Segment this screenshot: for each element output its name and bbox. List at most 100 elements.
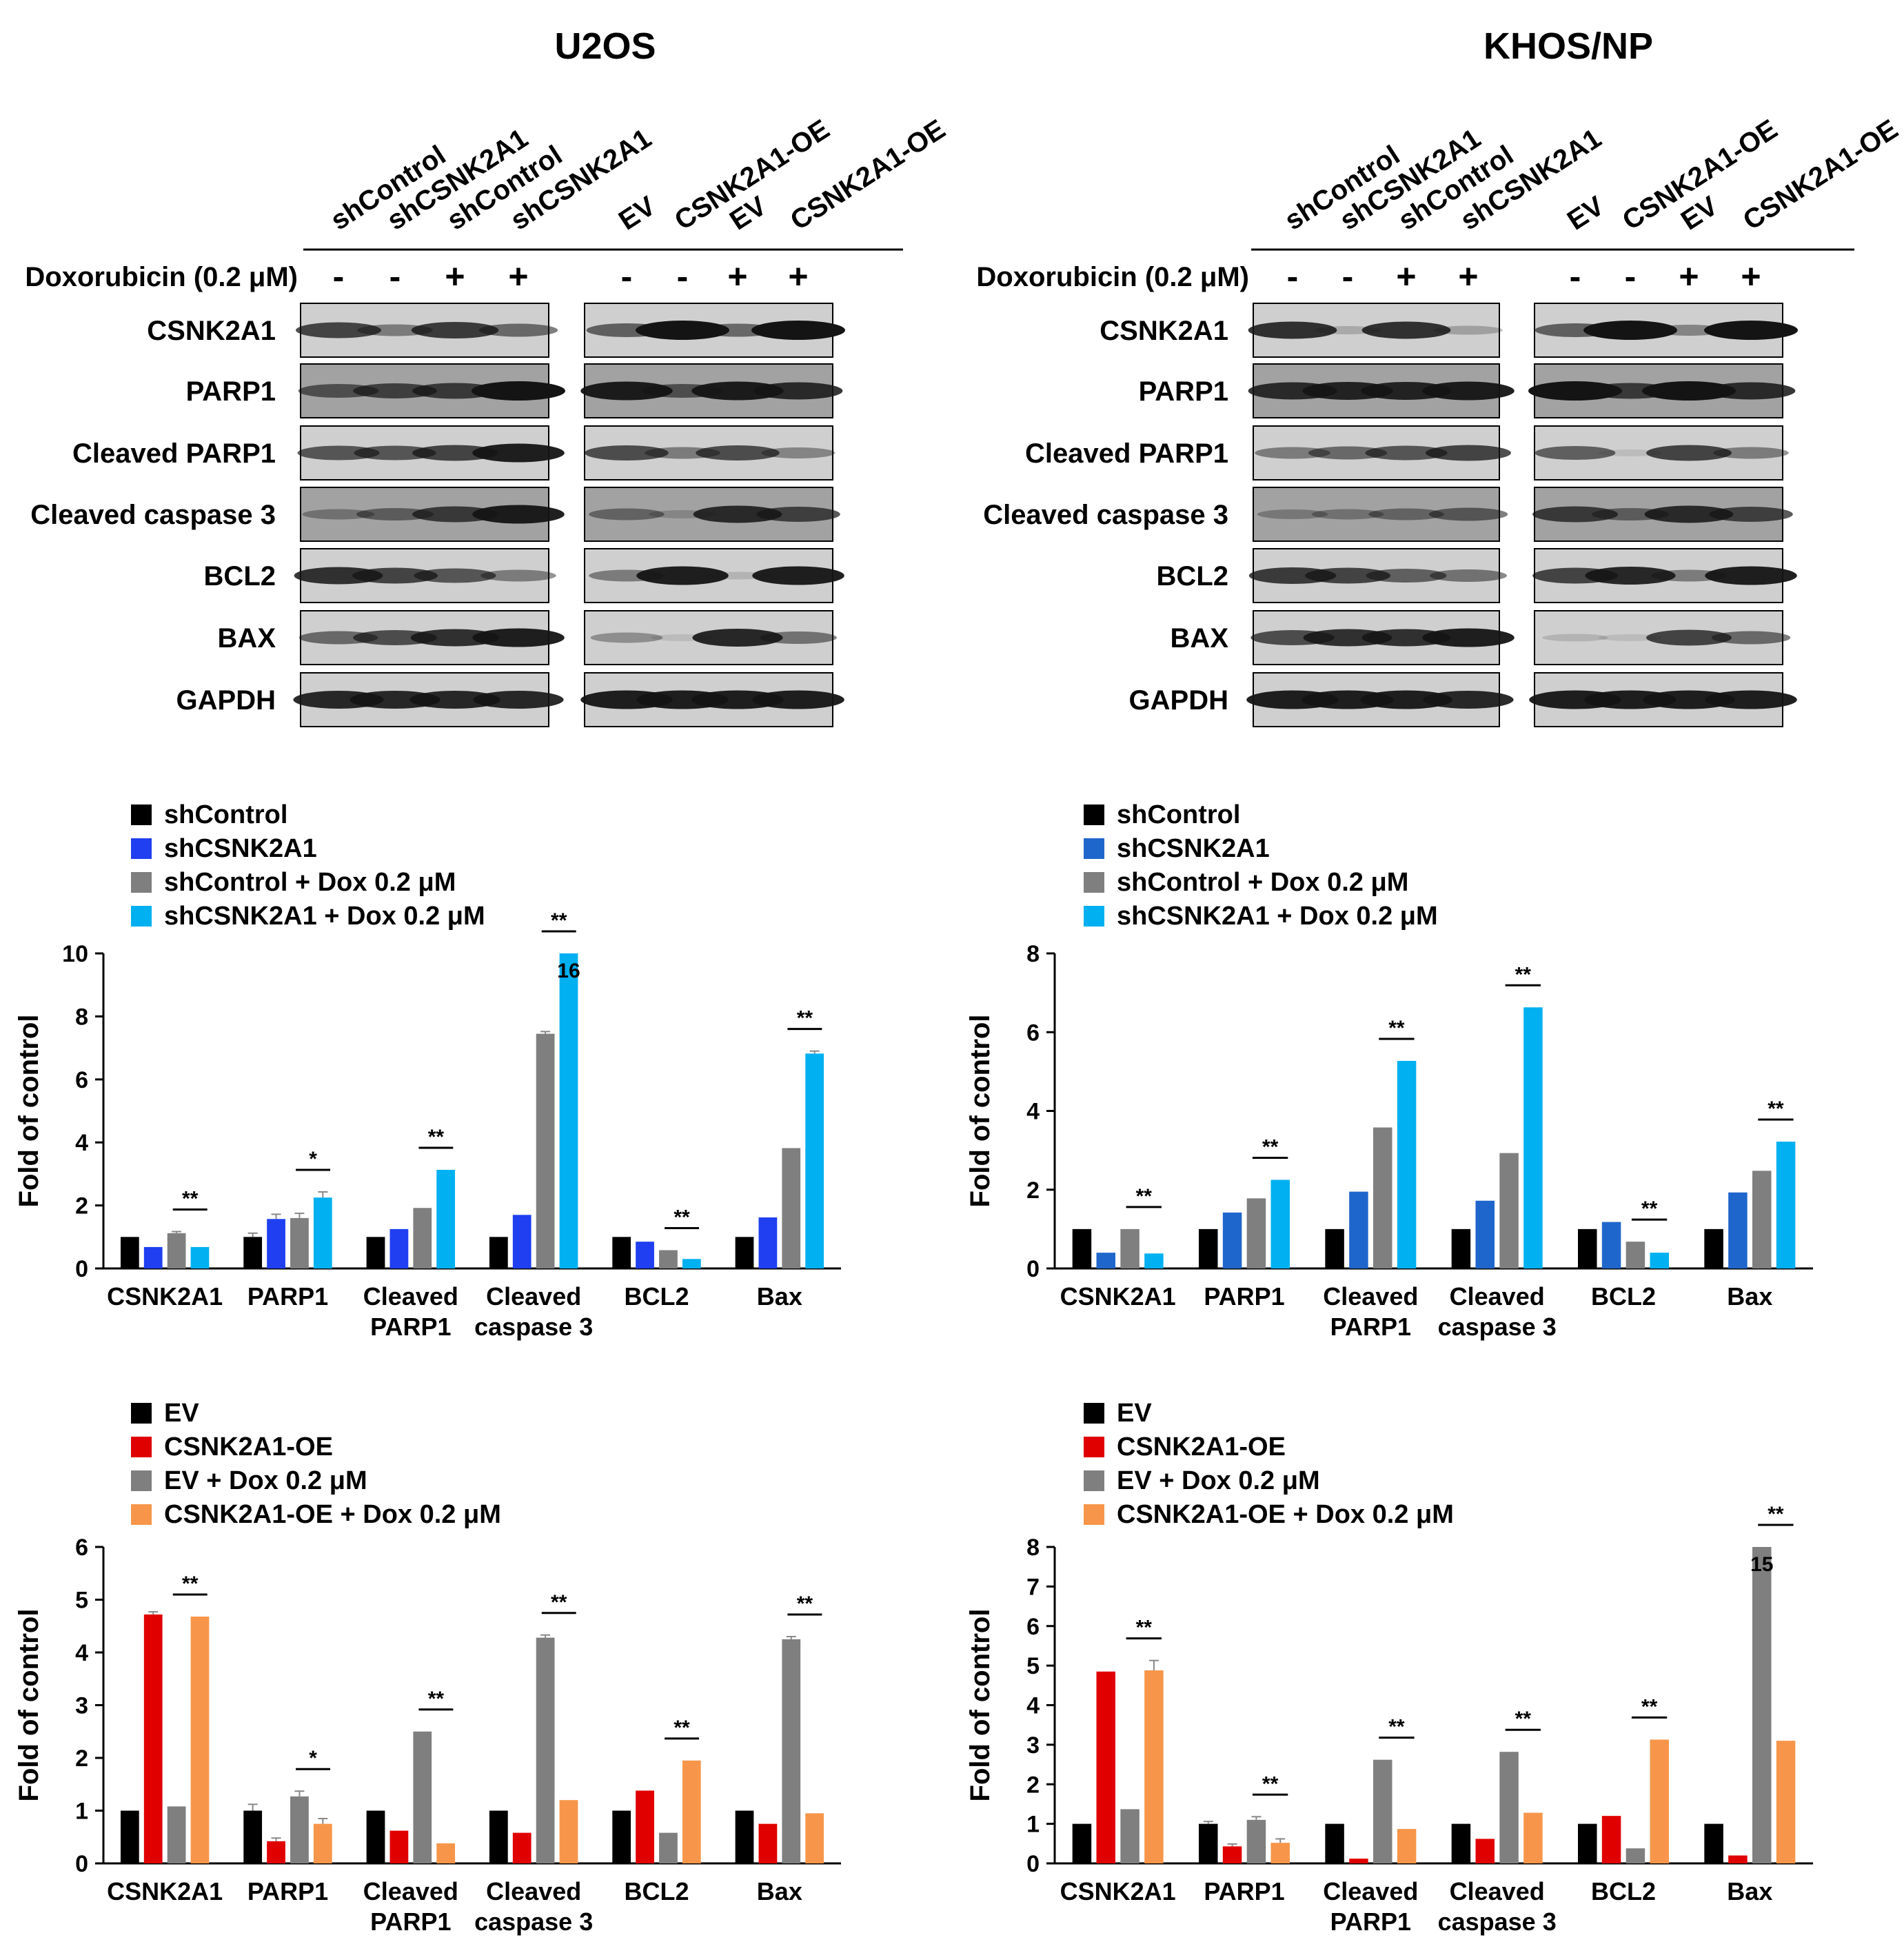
bar — [1246, 1819, 1266, 1863]
bar — [1199, 1823, 1218, 1863]
blot-band — [753, 382, 843, 400]
x-tick-label: CSNK2A1 — [107, 1282, 223, 1311]
significance-mark: ** — [1388, 1017, 1405, 1040]
blot-band — [1644, 505, 1734, 523]
bar — [290, 1796, 309, 1863]
x-tick-label: Bax — [757, 1282, 802, 1311]
blot-band — [1428, 507, 1508, 521]
legend-label: shControl + Dox 0.2 μM — [164, 868, 456, 897]
x-tick-label: BCL2 — [624, 1877, 689, 1905]
significance-mark: ** — [428, 1126, 445, 1148]
blot-band — [761, 447, 835, 458]
x-tick-label: PARP1 — [1204, 1282, 1284, 1311]
treatment-mark: + — [1396, 257, 1416, 296]
legend-label: shCSNK2A1 + Dox 0.2 μM — [1117, 902, 1438, 931]
blot-band — [411, 322, 499, 338]
blot-band — [1257, 509, 1328, 519]
bar — [1578, 1228, 1597, 1268]
bar — [682, 1259, 701, 1268]
blot-band — [636, 321, 729, 340]
y-tick-label: 1 — [1026, 1812, 1040, 1838]
bar — [1601, 1816, 1621, 1863]
bar — [1601, 1222, 1621, 1268]
treatment-mark: + — [445, 257, 465, 296]
y-tick-label: 3 — [1026, 1732, 1040, 1759]
blot-band — [297, 445, 380, 461]
bar — [1096, 1671, 1115, 1863]
blot-band — [1248, 321, 1337, 339]
lane-label: EV — [1562, 190, 1610, 236]
y-tick-label: 5 — [1026, 1653, 1040, 1679]
bar — [313, 1823, 332, 1863]
protein-label: PARP1 — [186, 376, 276, 407]
bar — [659, 1832, 678, 1863]
bar-annotation: 16 — [557, 960, 580, 982]
legend-label: shControl + Dox 0.2 μM — [1117, 868, 1408, 897]
treatment-label: Doxorubicin (0.2 μM) — [976, 262, 1249, 292]
bar — [1752, 1547, 1772, 1863]
blot-band — [1704, 321, 1798, 340]
blot-band — [1598, 449, 1663, 456]
y-tick-label: 6 — [75, 1067, 88, 1093]
y-tick-label: 3 — [75, 1693, 88, 1719]
y-tick-label: 10 — [62, 941, 88, 967]
bar — [1120, 1809, 1140, 1863]
y-tick-label: 6 — [75, 1535, 88, 1561]
y-tick-label: 2 — [1026, 1177, 1040, 1204]
bar — [413, 1208, 432, 1268]
bar — [1096, 1253, 1115, 1268]
bar — [1325, 1823, 1344, 1863]
blot-band — [1542, 634, 1608, 642]
legend-swatch — [131, 1403, 152, 1424]
x-tick-label: CSNK2A1 — [1060, 1877, 1176, 1905]
x-tick-label: PARP1 — [247, 1877, 328, 1905]
legend-label: shCSNK2A1 + Dox 0.2 μM — [164, 902, 485, 931]
bar — [805, 1053, 824, 1268]
blot-band — [585, 445, 669, 461]
bar-chart-3: EV CSNK2A1-OE EV + Dox 0.2 μM CSNK2A1-OE + … — [965, 1399, 1813, 1936]
y-tick-label: 5 — [75, 1588, 88, 1614]
bar — [1270, 1843, 1290, 1863]
blot-band — [1646, 629, 1732, 646]
protein-label: Cleaved caspase 3 — [983, 500, 1228, 530]
bar — [1072, 1228, 1092, 1268]
y-tick-label: 8 — [75, 1004, 88, 1030]
treatment-mark: - — [677, 257, 689, 296]
protein-label: PARP1 — [1139, 376, 1228, 407]
blot-band — [352, 567, 438, 584]
x-tick-label: Cleaved — [486, 1282, 581, 1311]
y-tick-label: 0 — [75, 1256, 88, 1282]
bar — [489, 1237, 508, 1268]
bar — [120, 1237, 139, 1268]
significance-mark: * — [309, 1148, 317, 1171]
bar — [1072, 1823, 1092, 1863]
x-tick-label: Bax — [1727, 1282, 1772, 1311]
treatment-mark: + — [727, 257, 747, 296]
bar — [313, 1197, 332, 1268]
bar — [735, 1810, 754, 1863]
blot-band — [1366, 569, 1447, 583]
blot-band — [357, 324, 433, 336]
x-tick-label: BCL2 — [1591, 1877, 1656, 1905]
blot-band — [756, 507, 840, 522]
y-tick-label: 2 — [75, 1745, 88, 1772]
blot-band — [1360, 690, 1452, 709]
significance-mark: ** — [1515, 963, 1532, 986]
blot-band — [752, 690, 844, 709]
bar — [1475, 1200, 1495, 1268]
blot-band — [1532, 506, 1618, 523]
x-tick-label: Cleaved — [363, 1877, 458, 1905]
bar — [1626, 1848, 1645, 1863]
blot-panel-0: U2OSshControlshCSNK2A1shControlshCSNK2A1… — [25, 26, 951, 727]
blot-band — [760, 631, 837, 644]
blot-band — [302, 509, 375, 520]
x-tick-label: Cleaved — [1450, 1282, 1545, 1311]
bar — [1499, 1752, 1519, 1863]
bar — [1776, 1741, 1796, 1863]
bar-chart-1: shControl shCSNK2A1 shControl + Dox 0.2 μM… — [965, 800, 1813, 1341]
bar — [512, 1215, 531, 1268]
bar — [1222, 1212, 1242, 1268]
treatment-mark: - — [1625, 257, 1637, 296]
legend-swatch — [131, 805, 152, 825]
blot-band — [1308, 446, 1388, 460]
